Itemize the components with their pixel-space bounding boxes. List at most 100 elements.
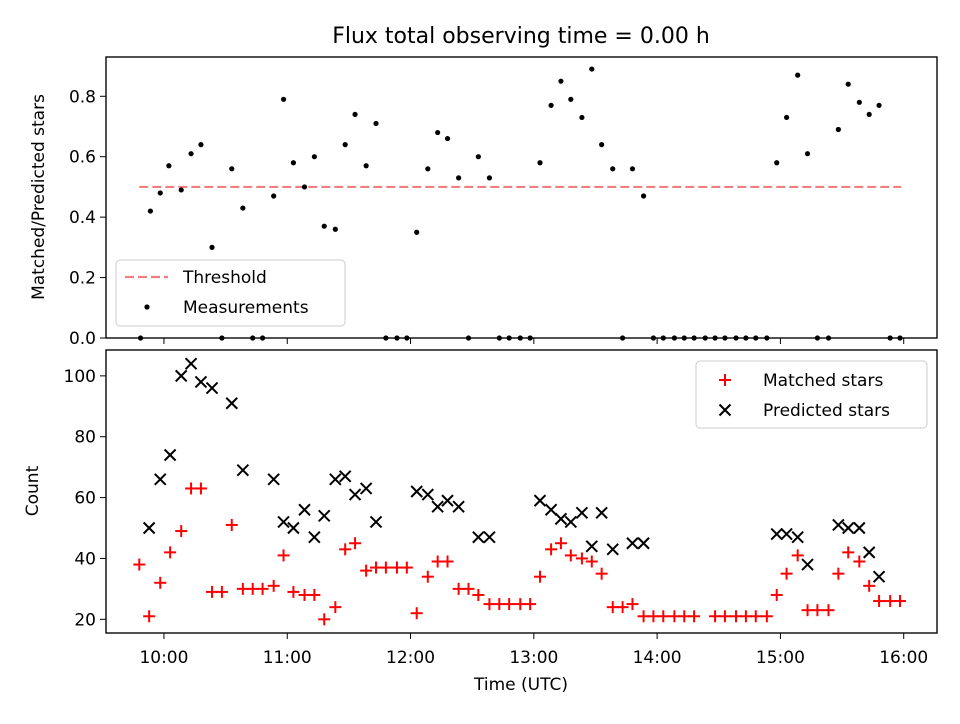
matched-star-point <box>822 604 835 617</box>
matched-star-point <box>616 601 629 614</box>
legend-box <box>115 259 346 327</box>
predicted-star-point <box>842 521 855 535</box>
matched-star-point <box>441 555 454 568</box>
x-stroke-b <box>533 494 547 507</box>
measurement-point <box>795 72 801 78</box>
x-stroke-b <box>225 397 238 410</box>
matched-star-point <box>175 525 188 538</box>
x-tick-label: 13:00 <box>509 648 558 668</box>
matched-star-point <box>626 598 639 611</box>
x-stroke-b <box>410 485 423 498</box>
measurement-point <box>240 205 246 211</box>
matched-star-point <box>791 549 804 562</box>
legend-box <box>695 360 928 429</box>
predicted-star-point <box>236 463 250 477</box>
predicted-star-point <box>142 521 156 535</box>
x-stroke-b <box>421 488 435 501</box>
measurement-point <box>835 126 841 133</box>
predicted-star-point <box>348 488 362 501</box>
matched-star-point <box>688 610 701 623</box>
matched-star-point <box>595 567 608 580</box>
matched-star-point <box>770 588 783 601</box>
chart-title: Flux total observing time = 0.00 h <box>332 24 710 49</box>
x-stroke-b <box>154 473 167 486</box>
measurement-point <box>321 223 327 229</box>
predicted-star-point <box>801 558 814 571</box>
matched-star-point <box>842 546 855 559</box>
matched-star-point <box>462 582 475 595</box>
x-stroke-b <box>637 537 650 550</box>
matched-star-point <box>533 570 546 583</box>
x-stroke-b <box>338 470 352 483</box>
x-stroke-b <box>483 530 496 544</box>
predicted-star-point <box>329 473 342 486</box>
bottom-legend: Matched stars Predicted stars <box>695 360 928 429</box>
measurement-point <box>290 160 297 166</box>
matched-star-point <box>256 582 269 595</box>
legend-threshold-label: Threshold <box>182 268 267 288</box>
predicted-star-point <box>853 521 866 535</box>
matched-star-point <box>400 561 413 574</box>
predicted-star-point <box>626 537 639 550</box>
measurement-point <box>301 184 308 190</box>
top-legend: Threshold Measurements <box>115 259 346 327</box>
predicted-star-point <box>318 509 331 523</box>
matched-star-point <box>585 555 598 568</box>
predicted-star-point <box>637 537 650 550</box>
predicted-star-point <box>267 473 280 486</box>
x-tick-label: 11:00 <box>263 648 312 668</box>
legend-predicted-label: Predicted stars <box>763 401 890 421</box>
x-stroke-b <box>205 381 219 395</box>
measurement-point <box>537 160 543 166</box>
legend-predicted-swatch <box>718 403 732 417</box>
predicted-star-point <box>338 470 352 483</box>
predicted-star-point <box>194 375 208 389</box>
y-tick-label: 80 <box>74 428 96 448</box>
matched-star-point <box>225 518 238 531</box>
matched-star-point <box>379 561 392 574</box>
x-stroke-b <box>575 506 589 520</box>
measurement-point <box>804 151 811 157</box>
predicted-star-point <box>359 482 373 495</box>
measurement-point <box>373 120 379 127</box>
x-stroke-b <box>626 537 639 550</box>
legend-matched-label: Matched stars <box>763 371 883 391</box>
matched-star-point <box>575 552 588 565</box>
x-stroke-b <box>595 506 608 520</box>
measurement-point <box>558 78 564 84</box>
measurement-point <box>363 163 369 169</box>
plot-frame-top <box>105 349 938 634</box>
legend-measurements-label: Measurements <box>183 298 309 318</box>
predicted-star-point <box>832 518 845 532</box>
predicted-star-point <box>410 485 423 498</box>
predicted-star-point <box>308 530 321 544</box>
data-layer <box>133 357 907 626</box>
predicted-star-point <box>872 570 886 583</box>
predicted-star-point <box>780 527 793 541</box>
plot-frame-top <box>105 56 938 339</box>
matched-star-point <box>339 543 352 556</box>
y-tick-label: 100 <box>64 367 96 387</box>
predicted-star-point <box>606 543 619 556</box>
y-tick-label: 20 <box>74 610 96 630</box>
matched-star-point <box>267 579 280 592</box>
measurement-point <box>783 114 790 121</box>
measurement-point <box>229 166 235 172</box>
predicted-star-point <box>575 506 589 520</box>
matched-star-point <box>718 610 731 623</box>
predicted-star-point <box>472 530 485 544</box>
measurement-point <box>352 111 358 118</box>
measurement-point <box>866 111 872 118</box>
predicted-star-point <box>184 357 198 370</box>
matched-star-point <box>853 555 866 568</box>
measurement-point <box>475 154 481 160</box>
measurement-point <box>414 229 420 235</box>
matched-star-point <box>554 537 567 550</box>
y-tick-label: 0.8 <box>69 87 96 107</box>
x-stroke-b <box>142 521 156 535</box>
predicted-star-point <box>287 521 300 535</box>
measurement-point <box>209 244 215 250</box>
y-tick-label: 0.4 <box>69 208 96 228</box>
top-panel: Matched/Predicted stars 0.0 0.2 0.4 0.6 0.8 T… <box>29 56 938 349</box>
